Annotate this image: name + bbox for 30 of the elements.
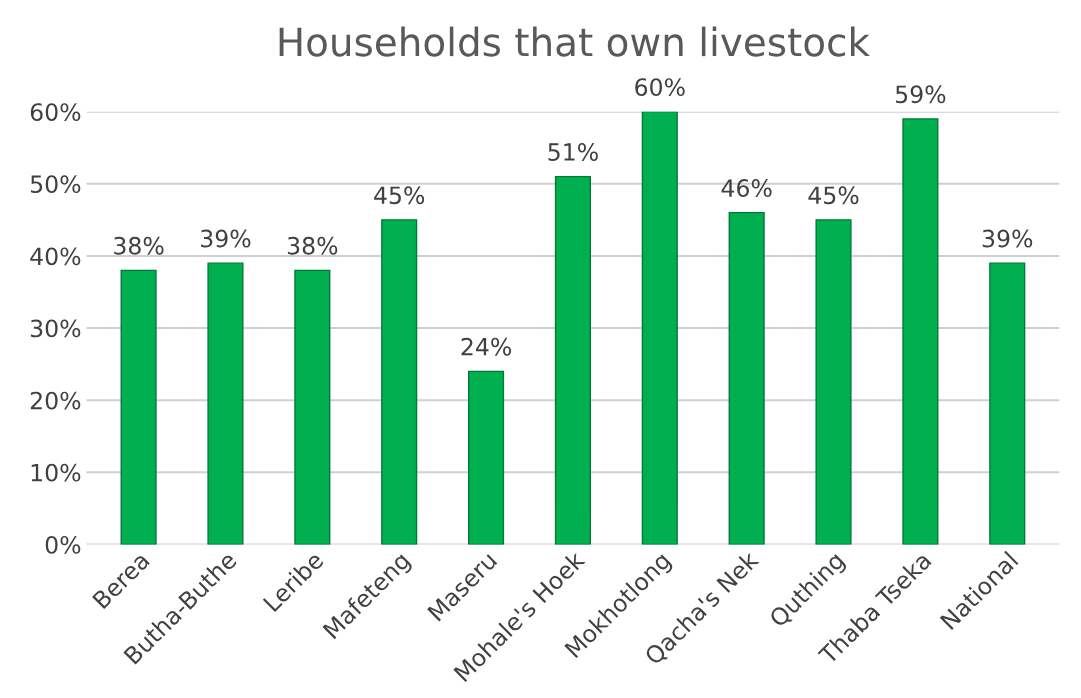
data-label: 45% [374,186,425,205]
data-label: 24% [461,337,511,356]
data-label: 38% [287,236,338,255]
data-label: 60% [635,78,685,96]
bar [728,211,765,545]
data-label: 39% [982,229,1033,248]
y-tick-label: 50% [30,175,81,194]
bar [207,262,244,545]
chart-title: Households that own livestock [279,26,870,57]
y-tick-label: 20% [30,391,81,410]
bar [554,175,591,545]
bar [294,269,331,545]
data-label: 51% [548,143,598,161]
y-tick-label: 0% [45,535,81,554]
data-label: 39% [201,229,251,248]
bar [467,370,505,545]
y-tick-label: 10% [31,463,81,482]
data-label: 59% [895,85,946,104]
y-tick-label: 30% [30,319,81,338]
data-label: 46% [721,179,772,197]
y-tick-label: 60% [30,103,81,121]
bar [120,269,157,545]
bar [381,219,418,545]
data-label: 38% [114,236,164,255]
bar [989,262,1026,545]
bar [641,111,678,545]
y-tick-label: 40% [30,247,81,266]
bar [902,118,939,545]
bar [815,219,852,545]
data-label: 45% [808,186,859,205]
